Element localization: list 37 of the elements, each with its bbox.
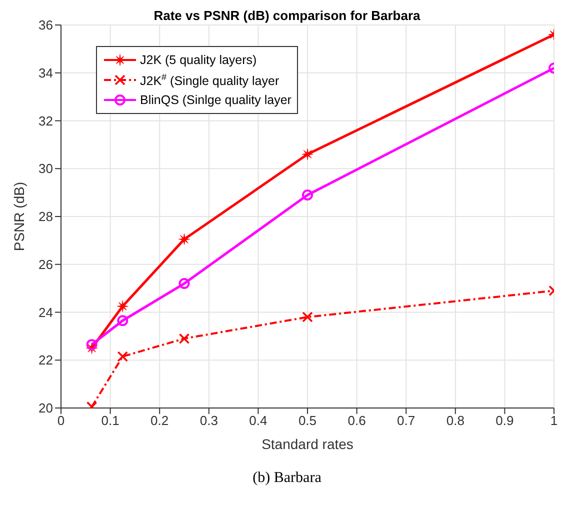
point bbox=[86, 339, 98, 350]
y-tick-label: 30 bbox=[38, 161, 53, 176]
x-tick-label: 1 bbox=[550, 413, 558, 428]
y-tick-label: 32 bbox=[38, 113, 53, 128]
point bbox=[117, 315, 128, 326]
y-tick-label: 26 bbox=[38, 256, 53, 272]
y-tick-label: 34 bbox=[38, 65, 53, 80]
point bbox=[178, 333, 190, 344]
text: (b) Barbara bbox=[252, 470, 322, 487]
x-tick-label: 0 bbox=[57, 413, 65, 428]
y-axis-title: PSNR (dB) bbox=[10, 182, 27, 252]
legend-label: BlinQS (Sinlge quality layer bbox=[140, 93, 292, 107]
point bbox=[302, 189, 313, 200]
x-tick-label: 0.2 bbox=[150, 413, 169, 428]
y-tick-label: 24 bbox=[38, 304, 53, 320]
x-tick-label: 0.8 bbox=[446, 413, 464, 428]
point bbox=[302, 312, 313, 322]
point bbox=[178, 278, 190, 290]
x-tick-label: 0.9 bbox=[496, 413, 514, 428]
x-tick-label: 0.1 bbox=[101, 413, 120, 428]
y-tick-label: 22 bbox=[38, 352, 53, 368]
y-tick-label: 36 bbox=[38, 18, 53, 33]
x-axis-title: Standard rates bbox=[262, 436, 354, 452]
x-tick-label: 0.7 bbox=[397, 413, 416, 428]
y-tick-label: 20 bbox=[38, 400, 53, 416]
y-tick-label: 28 bbox=[38, 209, 53, 224]
point bbox=[178, 233, 190, 245]
chart-title: Rate vs PSNR (dB) comparison for Barbara bbox=[154, 8, 420, 23]
x-tick-label: 0.4 bbox=[249, 413, 268, 428]
legend-label: J2K$^{#}$ (Single quality layer bbox=[140, 72, 280, 88]
x-tick-label: 0.6 bbox=[348, 413, 366, 428]
point bbox=[117, 351, 128, 362]
x-tick-label: 0.3 bbox=[200, 413, 218, 428]
x-tick-label: 0.5 bbox=[298, 413, 317, 428]
point bbox=[116, 300, 128, 312]
legend-label: J2K (5 quality layers) bbox=[140, 53, 257, 67]
point bbox=[302, 148, 314, 160]
